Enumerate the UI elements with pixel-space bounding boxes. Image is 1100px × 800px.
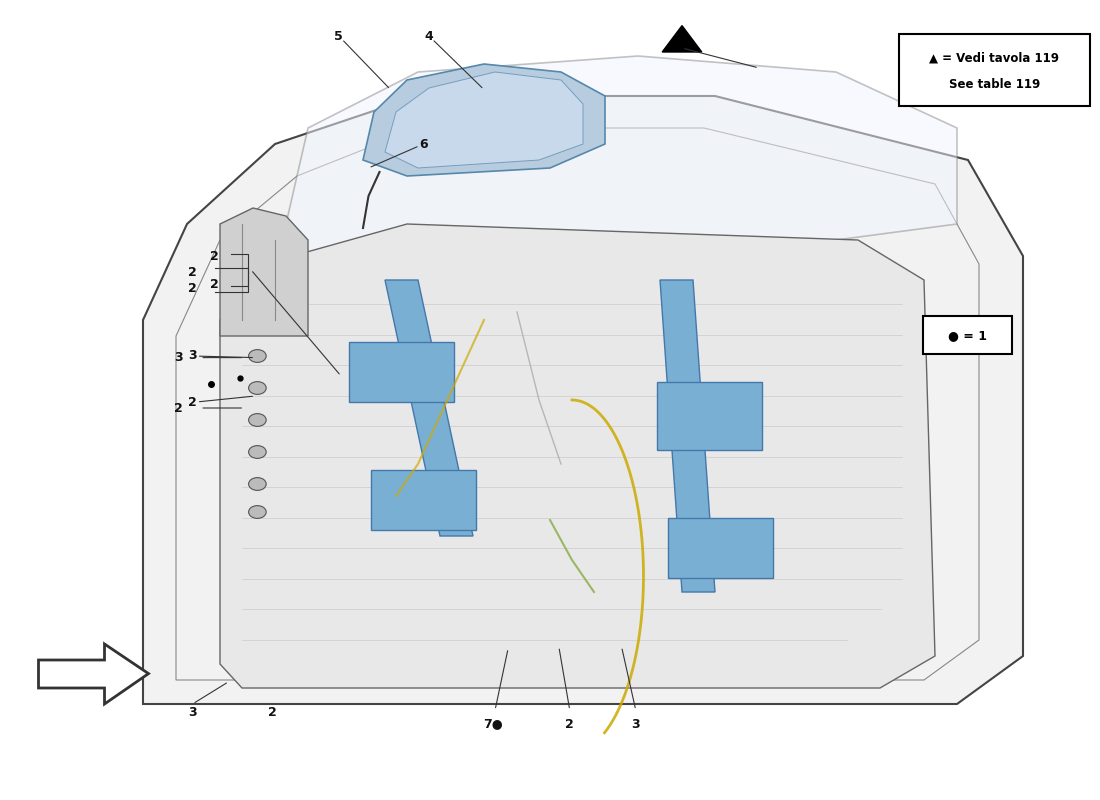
Polygon shape [286, 56, 957, 256]
Text: 3: 3 [188, 706, 197, 718]
Circle shape [249, 382, 266, 394]
FancyBboxPatch shape [371, 470, 476, 530]
Circle shape [249, 446, 266, 458]
Circle shape [249, 478, 266, 490]
Text: 5: 5 [334, 30, 343, 42]
Text: 2: 2 [210, 278, 219, 290]
Text: 2: 2 [268, 706, 277, 718]
Text: 2: 2 [565, 718, 574, 730]
Text: 2: 2 [188, 266, 197, 278]
Circle shape [249, 414, 266, 426]
Text: 4: 4 [425, 30, 433, 42]
FancyBboxPatch shape [668, 518, 773, 578]
FancyBboxPatch shape [657, 382, 762, 450]
Text: ● = 1: ● = 1 [948, 329, 987, 342]
Polygon shape [39, 644, 148, 704]
Text: 2: 2 [188, 396, 197, 409]
Text: 6: 6 [419, 138, 428, 150]
Circle shape [249, 506, 266, 518]
FancyBboxPatch shape [899, 34, 1090, 106]
Text: ▲ = Vedi tavola 119: ▲ = Vedi tavola 119 [930, 51, 1059, 64]
Polygon shape [662, 26, 702, 52]
Polygon shape [660, 280, 715, 592]
Polygon shape [220, 224, 935, 688]
Circle shape [249, 350, 266, 362]
Polygon shape [143, 96, 1023, 704]
Polygon shape [385, 72, 583, 168]
Polygon shape [220, 208, 308, 336]
Text: 2: 2 [174, 402, 183, 414]
Text: See table 119: See table 119 [949, 78, 1040, 91]
Text: 7●: 7● [483, 718, 503, 730]
FancyBboxPatch shape [349, 342, 454, 402]
FancyBboxPatch shape [923, 316, 1012, 354]
Text: 3: 3 [631, 718, 640, 730]
Text: 3: 3 [188, 350, 197, 362]
Text: 3: 3 [174, 351, 183, 364]
Text: a passion...: a passion... [477, 463, 667, 497]
Text: 2: 2 [210, 250, 219, 262]
Polygon shape [385, 280, 473, 536]
Text: 2: 2 [188, 282, 197, 294]
Text: euromares: euromares [331, 366, 769, 434]
Polygon shape [363, 64, 605, 176]
Text: since 1985: since 1985 [596, 482, 856, 606]
